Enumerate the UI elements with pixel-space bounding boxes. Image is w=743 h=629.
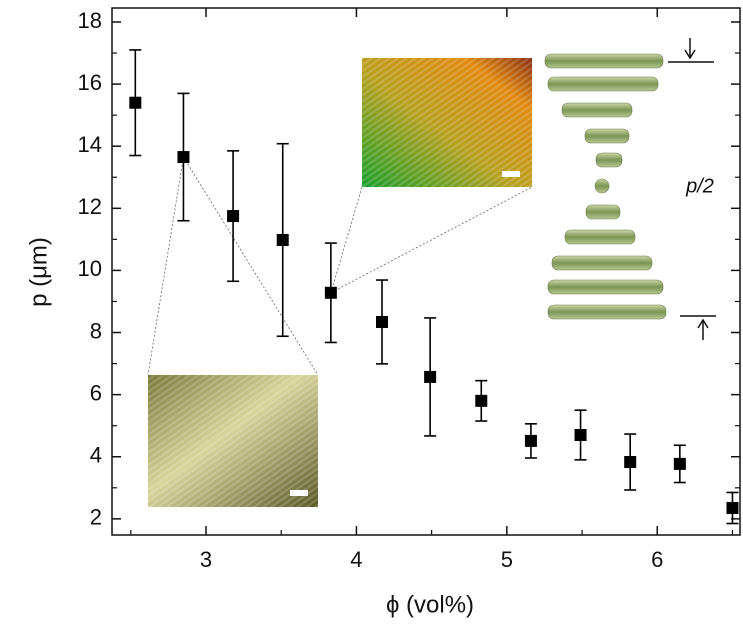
y-tick-label: 2 [90, 505, 102, 530]
data-point [574, 429, 587, 442]
y-axis-label: p (μm) [25, 237, 52, 307]
y-tick-label: 12 [78, 194, 102, 219]
annotation: p/2 [685, 175, 714, 197]
data-point [376, 315, 389, 328]
data-point [324, 286, 337, 299]
inset-connector [183, 156, 319, 376]
y-tick-label: 14 [78, 132, 102, 157]
data-point [424, 370, 437, 383]
y-tick-label: 6 [90, 380, 102, 405]
data-point [177, 151, 190, 164]
y-tick-label: 8 [90, 318, 102, 343]
helix-illustration [544, 53, 667, 320]
inset-upper [362, 58, 532, 187]
inset-lower [148, 375, 318, 507]
x-tick-label: 4 [350, 547, 362, 572]
x-tick-label: 5 [501, 547, 513, 572]
data-point [726, 501, 739, 514]
data-point [524, 434, 537, 447]
data-point [276, 233, 289, 246]
y-tick-label: 18 [78, 8, 102, 33]
x-tick-label: 6 [651, 547, 663, 572]
inset-connector [330, 186, 533, 294]
inset-connector [330, 186, 363, 293]
pitch-marker [668, 38, 716, 340]
data-point [673, 457, 686, 470]
data-point [624, 456, 637, 469]
data-point [129, 96, 142, 109]
x-axis-label: ϕ (vol%) [386, 591, 474, 618]
plot-frame [111, 7, 741, 536]
data-point [227, 210, 240, 223]
plot-area: 3 4 5 6 2 4 6 8 10 12 14 16 18 [78, 7, 741, 572]
y-tick-label: 16 [78, 70, 102, 95]
x-tick-label: 3 [200, 547, 212, 572]
inset-connector [147, 156, 184, 376]
data-point [475, 394, 488, 407]
y-tick-label: 10 [78, 256, 102, 281]
y-tick-label: 4 [90, 443, 102, 468]
